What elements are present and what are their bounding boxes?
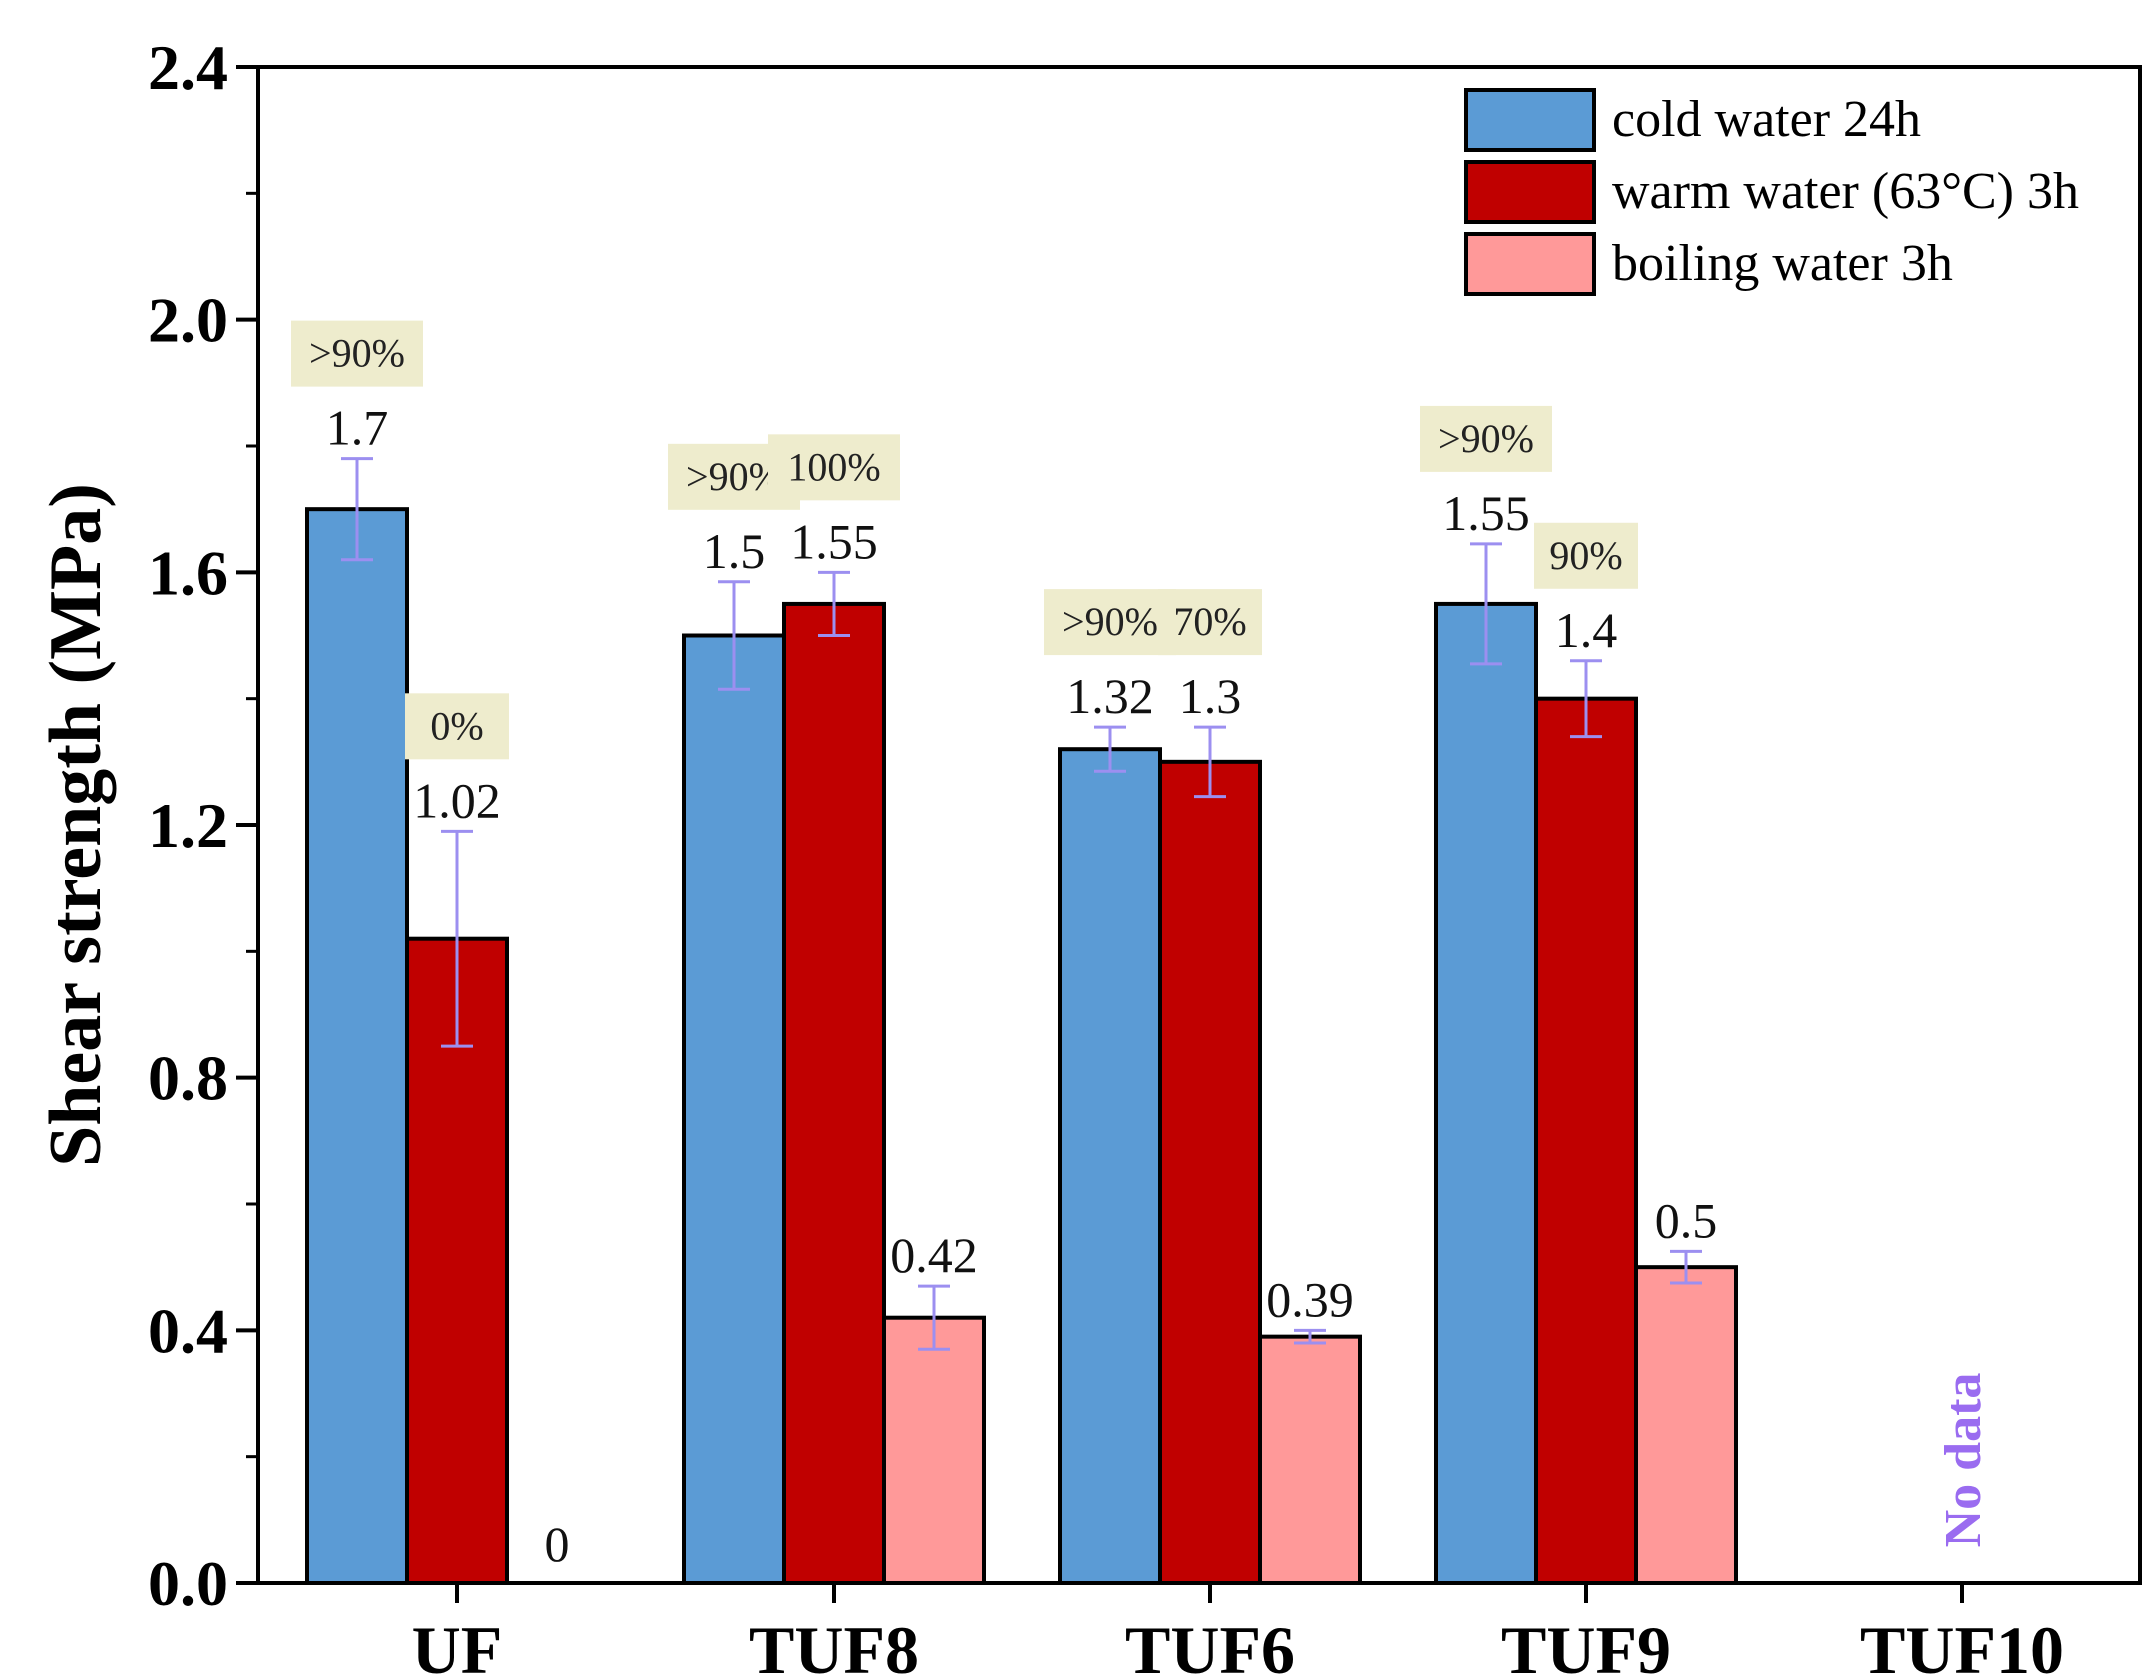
- error-bar: [441, 829, 473, 1048]
- percent-badge: >90%: [291, 320, 423, 387]
- bar: [882, 1315, 986, 1585]
- error-bar: [1670, 1249, 1702, 1285]
- error-bar: [1094, 725, 1126, 773]
- legend-swatch: [1464, 232, 1596, 296]
- x-tick-label: TUF9: [1501, 1612, 1671, 1679]
- bar: [1634, 1265, 1738, 1585]
- x-tick-label: TUF10: [1860, 1612, 2064, 1679]
- error-bar: [918, 1284, 950, 1351]
- data-label: 1.55: [1442, 485, 1530, 541]
- y-tick-label: 0.4: [148, 1295, 228, 1366]
- percent-badge: >90%: [1420, 405, 1552, 472]
- data-label: 0.39: [1266, 1271, 1354, 1327]
- error-bar: [341, 457, 373, 562]
- error-bar: [1294, 1328, 1326, 1345]
- x-tick-label: UF: [412, 1612, 503, 1679]
- x-tick-label: TUF6: [1125, 1612, 1295, 1679]
- percent-badge: 70%: [1158, 589, 1262, 656]
- legend-label: cold water 24h: [1612, 91, 1921, 148]
- data-label: 0.42: [890, 1227, 978, 1283]
- svg-text:>90%: >90%: [1438, 416, 1534, 461]
- x-tick-label: TUF8: [749, 1612, 919, 1679]
- data-label: 1.02: [413, 772, 501, 828]
- legend-label: boiling water 3h: [1612, 235, 1953, 292]
- labels-layer: 1.7>90%1.5>90%1.32>90%1.55>90%1.020%1.55…: [291, 320, 1992, 1572]
- data-label: 0: [545, 1516, 570, 1572]
- y-tick-label: 2.0: [148, 285, 228, 356]
- svg-text:>90%: >90%: [686, 454, 782, 499]
- svg-text:>90%: >90%: [1062, 599, 1158, 644]
- data-label: 1.7: [326, 400, 389, 456]
- svg-text:0%: 0%: [430, 703, 483, 748]
- percent-badge: 90%: [1534, 522, 1638, 589]
- legend-item: warm water (63°C) 3h: [1464, 160, 2079, 224]
- error-bar: [1470, 542, 1502, 666]
- data-label: 1.4: [1555, 602, 1618, 658]
- legend-label: warm water (63°C) 3h: [1612, 163, 2079, 220]
- percent-badge: 100%: [768, 434, 900, 501]
- legend-swatch: [1464, 160, 1596, 224]
- data-label: 1.55: [790, 513, 878, 569]
- legend: cold water 24h warm water (63°C) 3h boilin…: [1464, 88, 2079, 296]
- legend-item: cold water 24h: [1464, 88, 1921, 152]
- y-tick-label: 0.0: [148, 1548, 228, 1619]
- data-label: 1.3: [1179, 668, 1242, 724]
- y-tick-label: 0.8: [148, 1043, 228, 1114]
- error-bar: [1570, 659, 1602, 739]
- svg-text:70%: 70%: [1173, 599, 1246, 644]
- bar: [1058, 747, 1162, 1585]
- percent-badge: >90%: [1044, 589, 1176, 656]
- data-label: 1.32: [1066, 668, 1154, 724]
- error-bars-layer: [341, 457, 1702, 1351]
- y-tick-label: 2.4: [148, 32, 228, 103]
- axis-layer: 0.0 0.4 0.8 1.2 1.6 2.0 2.4 UF TUF8 TUF6 TUF9 TUF10: [148, 32, 2064, 1679]
- legend-swatch: [1464, 88, 1596, 152]
- svg-text:90%: 90%: [1549, 533, 1622, 578]
- svg-text:>90%: >90%: [309, 331, 405, 376]
- bar: [782, 601, 886, 1585]
- percent-badge: 0%: [405, 693, 509, 760]
- error-bar: [718, 580, 750, 691]
- error-bar: [1194, 725, 1226, 799]
- data-label: 1.5: [703, 523, 766, 579]
- bar: [1534, 696, 1638, 1585]
- bar: [1158, 759, 1262, 1585]
- bar: [682, 633, 786, 1585]
- bar: [1434, 601, 1538, 1585]
- legend-item: boiling water 3h: [1464, 232, 1953, 296]
- data-label: 0.5: [1655, 1192, 1718, 1248]
- annotation-no-data: No data: [1935, 1373, 1992, 1548]
- bars-layer: [305, 507, 1738, 1586]
- bar: [305, 507, 409, 1586]
- svg-text:100%: 100%: [787, 444, 880, 489]
- y-tick-label: 1.2: [148, 790, 228, 861]
- y-tick-label: 1.6: [148, 537, 228, 608]
- error-bar: [818, 570, 850, 637]
- y-axis-label: Shear strength (MPa): [35, 483, 117, 1167]
- bar: [1258, 1334, 1362, 1586]
